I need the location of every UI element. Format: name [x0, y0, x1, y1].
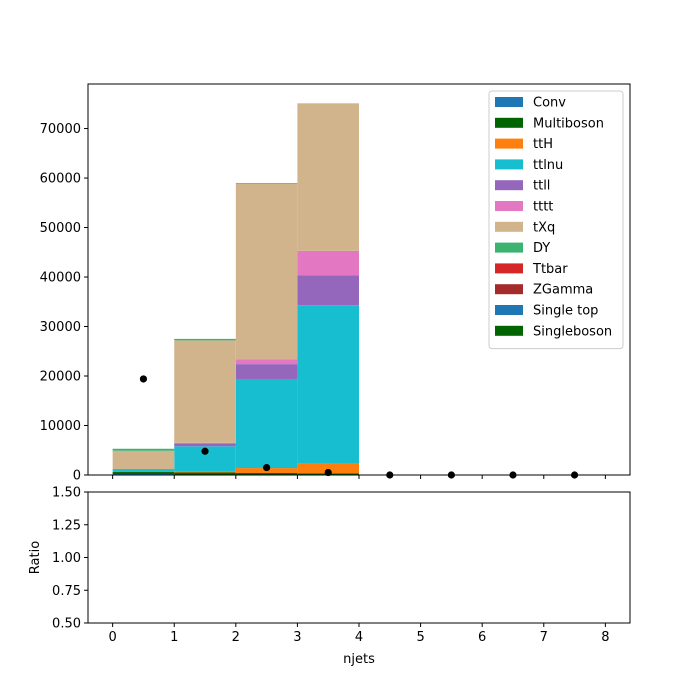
x-tick-label: 4 [355, 630, 363, 645]
x-axis-label: njets [343, 652, 375, 667]
ratio-y-axis-label: Ratio [28, 541, 43, 574]
legend-label: ttlnu [533, 158, 563, 173]
bar-dy-bin-0 [112, 448, 175, 451]
bar-ttll-bin-3 [297, 275, 359, 306]
bar-ttlnu-bin-0 [112, 469, 175, 472]
x-tick-label: 6 [478, 630, 486, 645]
main-panel: 0 10000 20000 30000 40000 50000 60000 70000 Con… [40, 83, 631, 484]
legend-label: tttt [533, 200, 553, 215]
legend-swatch [495, 201, 523, 211]
bar-ttlnu-bin-2 [235, 378, 298, 469]
legend-swatch [495, 242, 523, 253]
legend-label: tXq [533, 220, 555, 235]
legend-label: ttH [533, 137, 553, 152]
data-point [263, 463, 271, 472]
legend-swatch [495, 117, 523, 128]
legend-swatch [495, 97, 523, 107]
legend: Conv Multiboson ttH ttlnu ttll tttt tXq DY Ttbar… [488, 90, 624, 350]
ratio-panel: 0.50 0.75 1.00 1.25 1.50 0 1 2 3 4 5 6 7 8 Ratio nje… [28, 486, 631, 667]
x-tick-label: 3 [293, 630, 301, 645]
y-tick-label: 10000 [40, 419, 81, 434]
legend-swatch [495, 221, 523, 232]
x-tick-label: 1 [170, 630, 178, 645]
legend-swatch [495, 263, 523, 274]
bar-txq-bin-3 [297, 103, 359, 251]
data-point [201, 447, 209, 455]
legend-label: Single top [533, 304, 598, 319]
legend-swatch [495, 305, 523, 315]
data-points [139, 375, 579, 479]
legend-swatch [495, 284, 523, 295]
bar-tttt-bin-3 [297, 250, 359, 276]
x-tick-label: 0 [108, 630, 116, 645]
legend-swatch [495, 325, 523, 336]
legend-label: DY [533, 241, 550, 256]
data-point [324, 468, 332, 477]
legend-swatch [495, 159, 523, 170]
y-tick-label: 50000 [40, 221, 81, 236]
ratio-x-ticks: 0 1 2 3 4 5 6 7 8 [108, 623, 610, 645]
ratio-y-ticks: 0.50 0.75 1.00 1.25 1.50 [52, 486, 88, 632]
legend-swatch [495, 138, 523, 149]
bar-ttll-bin-1 [174, 443, 236, 447]
bar-ttll-bin-2 [235, 364, 298, 379]
bar-multiboson-bin-1 [174, 472, 236, 475]
bar-multiboson-bin-2 [235, 473, 298, 475]
bar-tth-bin-3 [297, 463, 359, 474]
bar-dy-bin-1 [174, 338, 236, 341]
bar-ttlnu-bin-3 [297, 305, 359, 464]
legend-label: Conv [533, 96, 566, 111]
bar-multiboson-bin-0 [112, 472, 175, 475]
stacked-bars [112, 103, 359, 475]
bar-tttt-bin-2 [235, 359, 298, 365]
legend-label: Ttbar [532, 262, 568, 277]
bar-tth-bin-1 [174, 471, 236, 473]
ratio-y-tick-label: 0.50 [52, 617, 81, 632]
legend-label: ttll [533, 179, 550, 194]
x-tick-label: 8 [601, 630, 609, 645]
x-tick-label: 5 [416, 630, 424, 645]
data-point [139, 375, 148, 383]
bar-txq-bin-2 [235, 183, 298, 360]
ratio-y-tick-label: 1.00 [52, 551, 81, 566]
x-tick-label: 7 [540, 630, 548, 645]
y-tick-label: 20000 [40, 370, 81, 385]
legend-label: Multiboson [533, 116, 604, 131]
x-tick-label: 2 [232, 630, 240, 645]
legend-label: Singleboson [533, 324, 612, 339]
legend-label: ZGamma [533, 283, 593, 298]
bar-txq-bin-1 [174, 340, 236, 443]
legend-swatch [495, 180, 523, 191]
y-tick-label: 70000 [40, 122, 81, 137]
ratio-y-tick-label: 1.25 [52, 518, 81, 533]
y-tick-label: 30000 [40, 320, 81, 335]
bar-txq-bin-0 [112, 450, 175, 470]
main-y-ticks: 0 10000 20000 30000 40000 50000 60000 70000 [40, 122, 88, 484]
y-tick-label: 60000 [40, 172, 81, 187]
y-tick-label: 40000 [40, 271, 81, 286]
ratio-y-tick-label: 0.75 [52, 584, 81, 599]
ratio-y-tick-label: 1.50 [52, 486, 81, 501]
main-x-ticks [112, 475, 606, 479]
y-tick-label: 0 [73, 469, 81, 484]
